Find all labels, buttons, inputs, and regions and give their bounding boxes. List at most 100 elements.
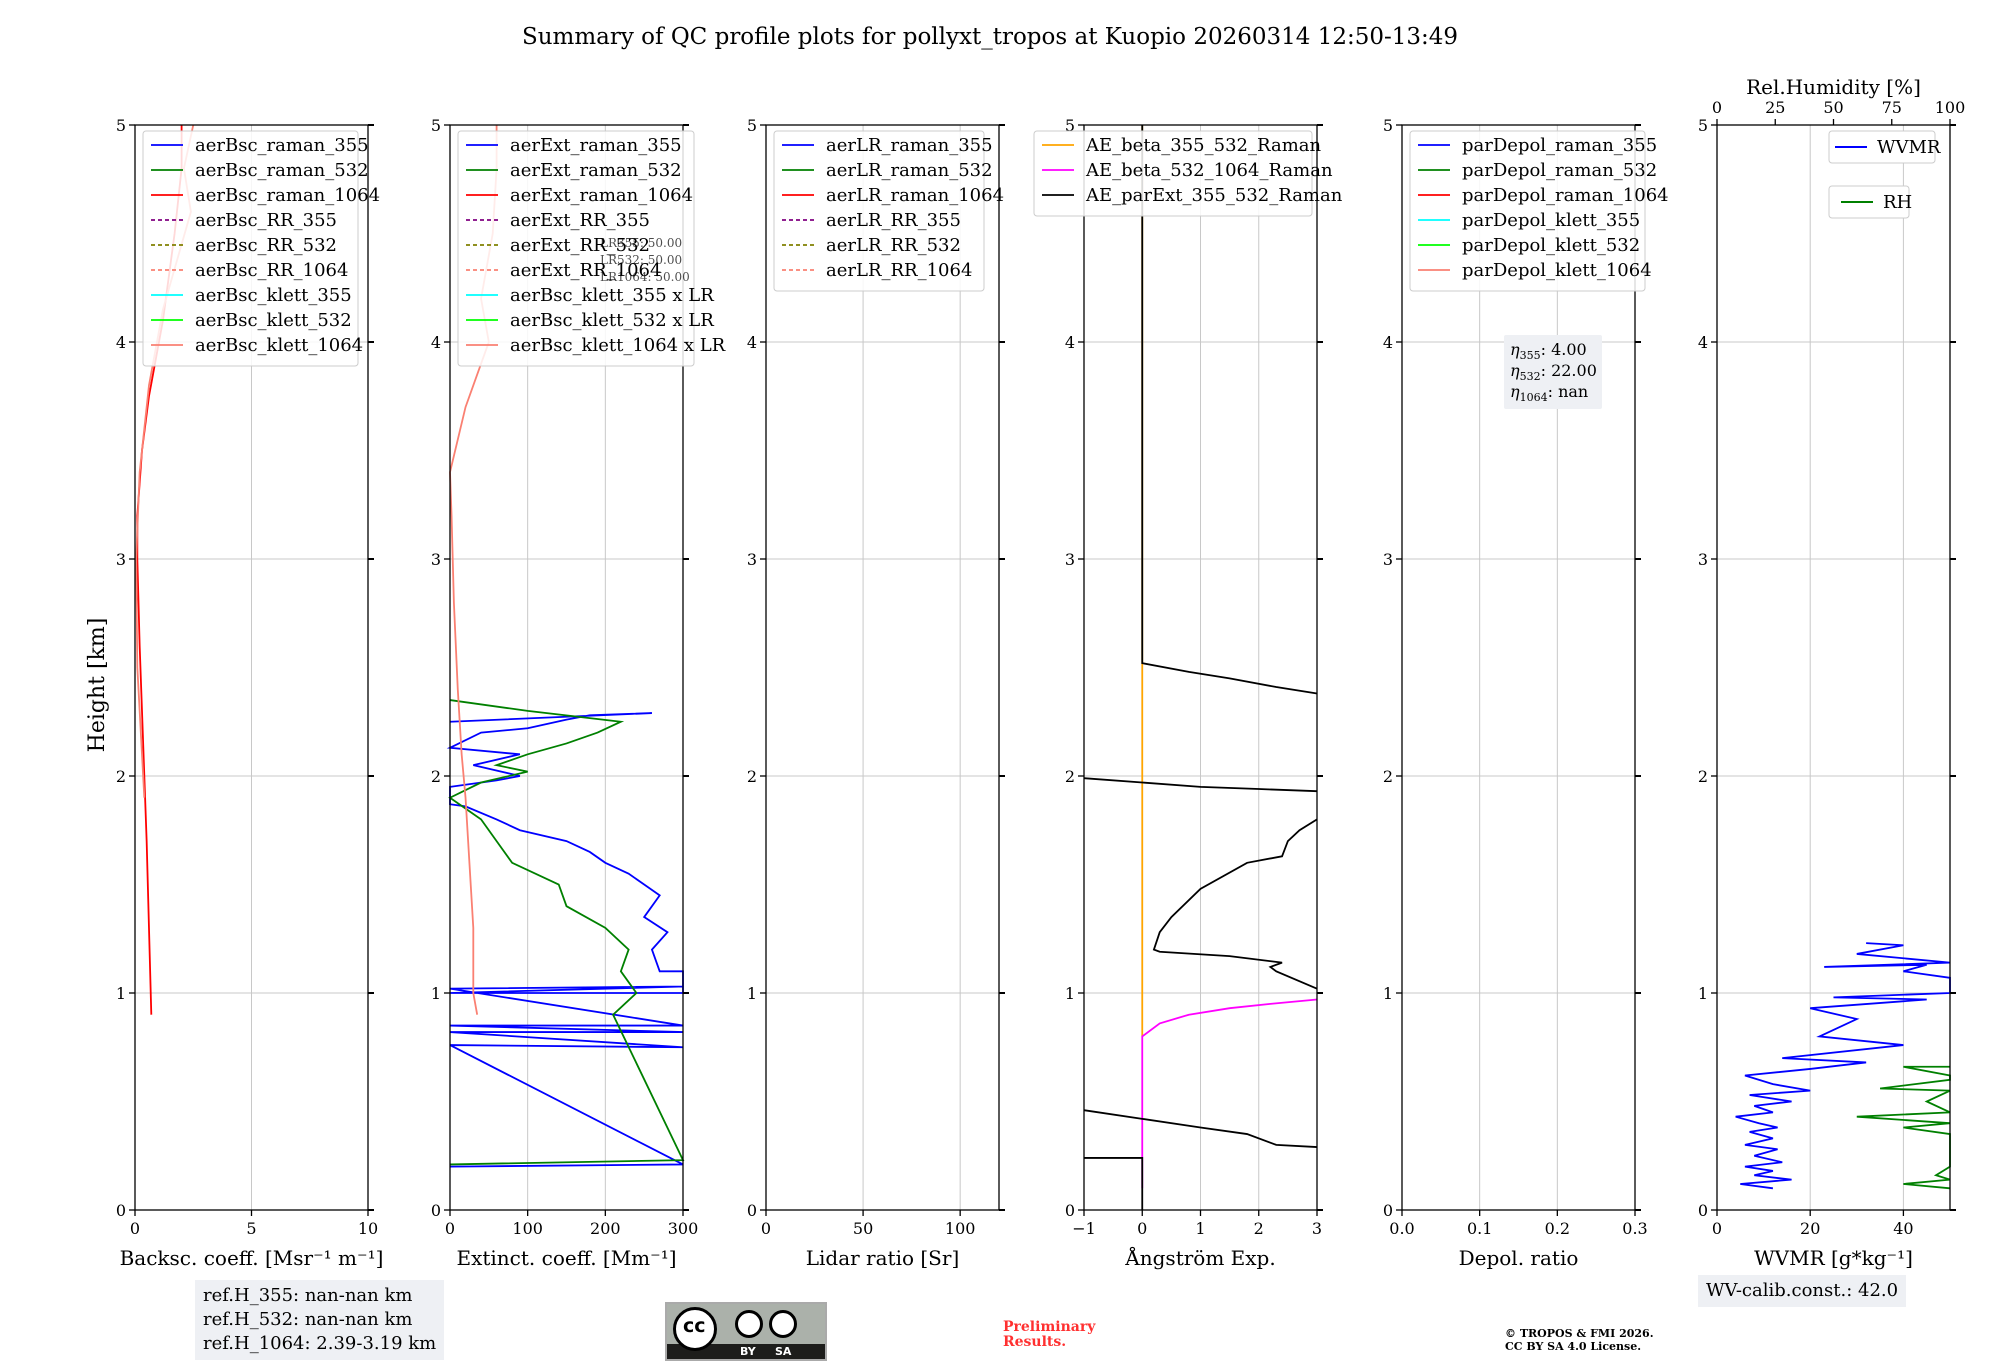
legend-ae: AE_beta_355_532_Raman AE_beta_532_1064_Ra… — [1033, 130, 1343, 217]
eta-box — [1504, 335, 1602, 409]
x-axis-label: Lidar ratio [Sr] — [806, 1246, 960, 1270]
ref-h-532: ref.H_532: nan-nan km — [203, 1309, 413, 1330]
y-tick-label: 4 — [116, 333, 126, 352]
x-tick-label: 100 — [512, 1219, 543, 1238]
legend-label: aerBsc_klett_1064 — [195, 335, 363, 356]
legend-label: parDepol_klett_355 — [1462, 210, 1640, 231]
legend-label: WVMR — [1877, 137, 1941, 158]
legend-label: RH — [1883, 192, 1912, 213]
y-tick-label: 1 — [1698, 984, 1708, 1003]
series-AE_parExt_b — [1083, 1109, 1318, 1148]
y-tick-label: 0 — [1065, 1201, 1075, 1220]
y-tick-label: 4 — [431, 333, 441, 352]
series-AE_parExt_e — [1141, 125, 1318, 695]
legend-label: aerBsc_raman_532 — [195, 160, 369, 181]
x-tick-label: 0 — [1712, 1219, 1722, 1238]
legend-label: aerExt_RR_532 — [510, 235, 650, 256]
x-tick-label: 0 — [130, 1219, 140, 1238]
legend-label: AE_parExt_355_532_Raman — [1085, 185, 1343, 206]
y-tick-label: 1 — [1065, 984, 1075, 1003]
figure-title: Summary of QC profile plots for pollyxt_… — [522, 24, 1458, 50]
legend-label: aerExt_raman_1064 — [510, 185, 693, 206]
top-x-tick-label: 75 — [1882, 98, 1902, 117]
legend-box — [457, 130, 695, 367]
lr-label: LR355: 50.00 — [600, 236, 682, 250]
eta-row-1064: η1064: nan — [1510, 382, 1588, 404]
x-axis-label: Ångström Exp. — [1124, 1245, 1275, 1270]
ref-h-1064: ref.H_1064: 2.39-3.19 km — [203, 1333, 437, 1354]
x-tick-label: 0.3 — [1622, 1219, 1647, 1238]
cc-logo-icon: cc — [673, 1307, 717, 1351]
y-axis-label: Height [km] — [85, 618, 110, 753]
legend-label: aerBsc_RR_355 — [195, 210, 337, 231]
legend-label: parDepol_raman_532 — [1462, 160, 1657, 181]
legend-bsc: aerBsc_raman_355 aerBsc_raman_532 aerBsc_r… — [142, 130, 380, 367]
y-tick-label: 1 — [1383, 984, 1393, 1003]
y-tick-label: 5 — [116, 116, 126, 135]
y-tick-label: 4 — [747, 333, 757, 352]
legend-label: AE_beta_355_532_Raman — [1085, 135, 1321, 156]
y-tick-label: 3 — [1065, 550, 1075, 569]
legend-depol: parDepol_raman_355 parDepol_raman_532 parD… — [1409, 130, 1669, 292]
x-axis-label: WVMR [g*kg⁻¹] — [1754, 1246, 1913, 1270]
legend-box — [1828, 130, 1936, 164]
x-tick-label: 300 — [668, 1219, 699, 1238]
series-AE_parExt_c — [1152, 818, 1318, 990]
legend-label: aerBsc_klett_532 x LR — [510, 310, 714, 331]
wv-calib-text: WV-calib.const.: 42.0 — [1706, 1280, 1899, 1301]
x-tick-label: 0 — [445, 1219, 455, 1238]
y-tick-label: 2 — [1065, 767, 1075, 786]
x-tick-label: 0.1 — [1467, 1219, 1492, 1238]
y-tick-label: 2 — [431, 767, 441, 786]
legend-lr: aerLR_raman_355 aerLR_raman_532 aerLR_rama… — [773, 130, 1004, 292]
y-tick-label: 2 — [1383, 767, 1393, 786]
legend-label: aerLR_raman_532 — [826, 160, 993, 181]
y-tick-label: 5 — [1383, 116, 1393, 135]
legend-RH: RH — [1828, 185, 1912, 219]
axes-frame — [765, 124, 1000, 1211]
cc-license-badge: cc BY SA — [665, 1302, 827, 1361]
top-x-tick-label: 50 — [1823, 98, 1843, 117]
y-tick-label: 3 — [1383, 550, 1393, 569]
copyright-note: © TROPOS & FMI 2026. CC BY SA 4.0 Licens… — [1505, 1327, 1654, 1353]
legend-WVMR: WVMR — [1828, 130, 1941, 164]
y-tick-label: 4 — [1065, 333, 1075, 352]
top-x-tick-label: 0 — [1712, 98, 1722, 117]
y-tick-label: 1 — [431, 984, 441, 1003]
axes-frame — [1401, 124, 1636, 1211]
y-tick-label: 3 — [1698, 550, 1708, 569]
cc-by-label: BY — [740, 1345, 756, 1358]
y-tick-label: 4 — [1698, 333, 1708, 352]
legend-label: parDepol_klett_532 — [1462, 235, 1640, 256]
lr-label: LR1064: 50.00 — [600, 270, 690, 284]
legend-label: aerExt_raman_355 — [510, 135, 682, 156]
y-tick-label: 0 — [431, 1201, 441, 1220]
x-tick-label: 3 — [1312, 1219, 1322, 1238]
legend-label: aerLR_RR_532 — [826, 235, 961, 256]
x-axis-label: Backsc. coeff. [Msr⁻¹ m⁻¹] — [120, 1246, 384, 1270]
x-axis-label: Depol. ratio — [1459, 1246, 1579, 1270]
x-tick-label: 1 — [1195, 1219, 1205, 1238]
wv-calib-box: WV-calib.const.: 42.0 — [1698, 1275, 1907, 1307]
reference-height-box: ref.H_355: nan-nan km ref.H_532: nan-nan… — [195, 1280, 445, 1360]
legend-label: parDepol_raman_355 — [1462, 135, 1657, 156]
x-tick-label: 50 — [853, 1219, 873, 1238]
preliminary-note: Preliminary Results. — [1003, 1320, 1095, 1350]
x-tick-label: 2 — [1254, 1219, 1264, 1238]
eta-row-355: η355: 4.00 — [1510, 340, 1587, 362]
x-tick-label: 200 — [590, 1219, 621, 1238]
legend-box — [142, 130, 359, 367]
legend-label: aerExt_RR_1064 — [510, 260, 661, 281]
attribution-icon — [735, 1310, 763, 1338]
legend-label: aerBsc_klett_532 — [195, 310, 352, 331]
legend-label: aerBsc_klett_1064 x LR — [510, 335, 726, 356]
legend-label: aerLR_raman_1064 — [826, 185, 1004, 206]
legend-ext: aerExt_raman_355 aerExt_raman_532 aerExt_r… — [457, 130, 726, 367]
y-tick-label: 3 — [747, 550, 757, 569]
x-tick-label: 40 — [1893, 1219, 1913, 1238]
top-x-axis-label: Rel.Humidity [%] — [1746, 75, 1921, 99]
x-axis-label: Extinct. coeff. [Mm⁻¹] — [456, 1246, 676, 1270]
